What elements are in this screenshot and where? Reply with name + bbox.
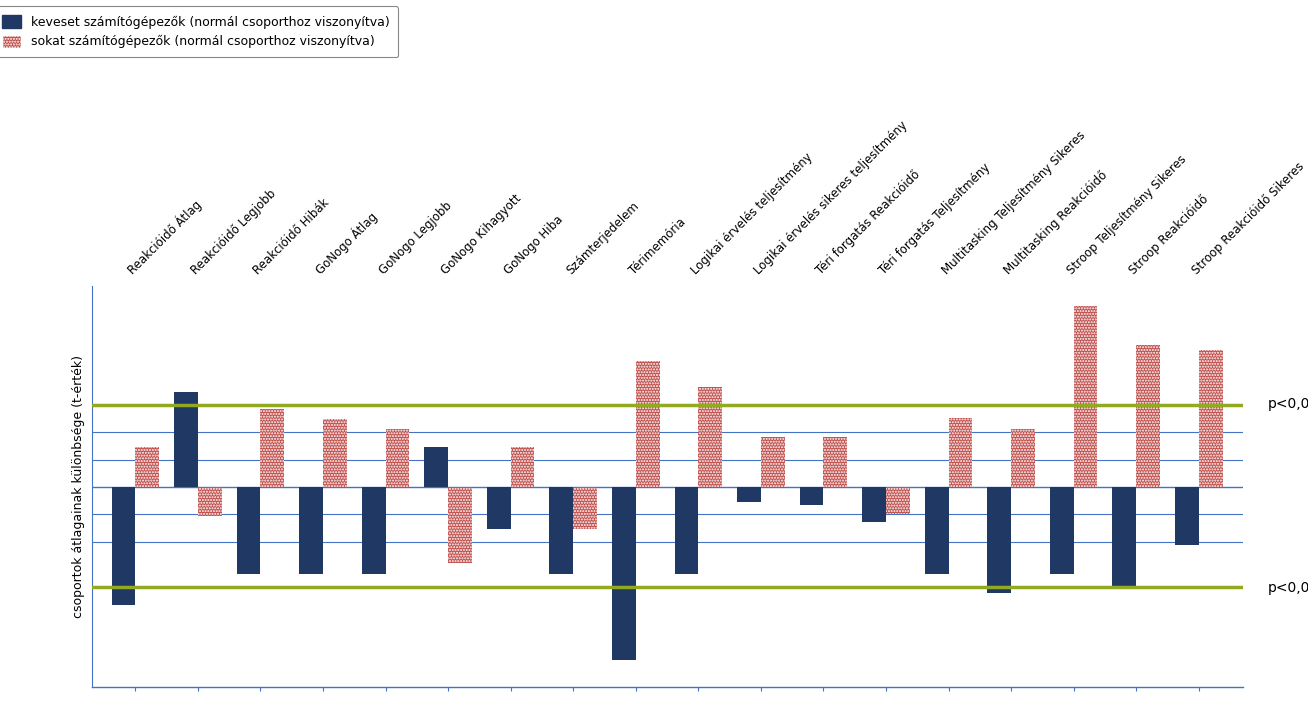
Bar — [424, 447, 449, 487]
Bar — [237, 487, 260, 574]
Bar — [738, 487, 761, 503]
Bar — [799, 487, 824, 505]
Y-axis label: csoportok átlagainak különbsége (t-érték): csoportok átlagainak különbsége (t-érték… — [72, 355, 85, 619]
Text: p<0,05: p<0,05 — [1267, 397, 1308, 411]
Bar — [1137, 344, 1160, 487]
Legend: keveset számítógépezők (normál csoporthoz viszonyítva), sokat számítógépezők (no: keveset számítógépezők (normál csoportho… — [0, 6, 398, 57]
Bar — [111, 487, 135, 605]
Bar — [386, 429, 409, 487]
Bar — [948, 417, 972, 487]
Bar — [549, 487, 573, 574]
Bar — [323, 420, 347, 487]
Bar — [449, 487, 472, 563]
Bar — [1074, 306, 1097, 487]
Bar — [1199, 350, 1223, 487]
Bar — [862, 487, 886, 521]
Bar — [886, 487, 910, 514]
Bar — [1050, 487, 1074, 574]
Bar — [1175, 487, 1199, 545]
Bar — [698, 387, 722, 487]
Bar — [1113, 487, 1137, 587]
Bar — [636, 361, 659, 487]
Bar — [925, 487, 948, 574]
Bar — [174, 392, 198, 487]
Bar — [1011, 429, 1035, 487]
Bar — [300, 487, 323, 574]
Bar — [988, 487, 1011, 593]
Bar — [135, 447, 160, 487]
Bar — [761, 437, 785, 487]
Bar — [198, 487, 221, 516]
Bar — [573, 487, 596, 529]
Bar — [362, 487, 386, 574]
Bar — [824, 437, 848, 487]
Bar — [510, 447, 535, 487]
Bar — [487, 487, 510, 529]
Bar — [612, 487, 636, 660]
Text: p<0,05: p<0,05 — [1267, 581, 1308, 595]
Bar — [260, 409, 284, 487]
Bar — [675, 487, 698, 574]
